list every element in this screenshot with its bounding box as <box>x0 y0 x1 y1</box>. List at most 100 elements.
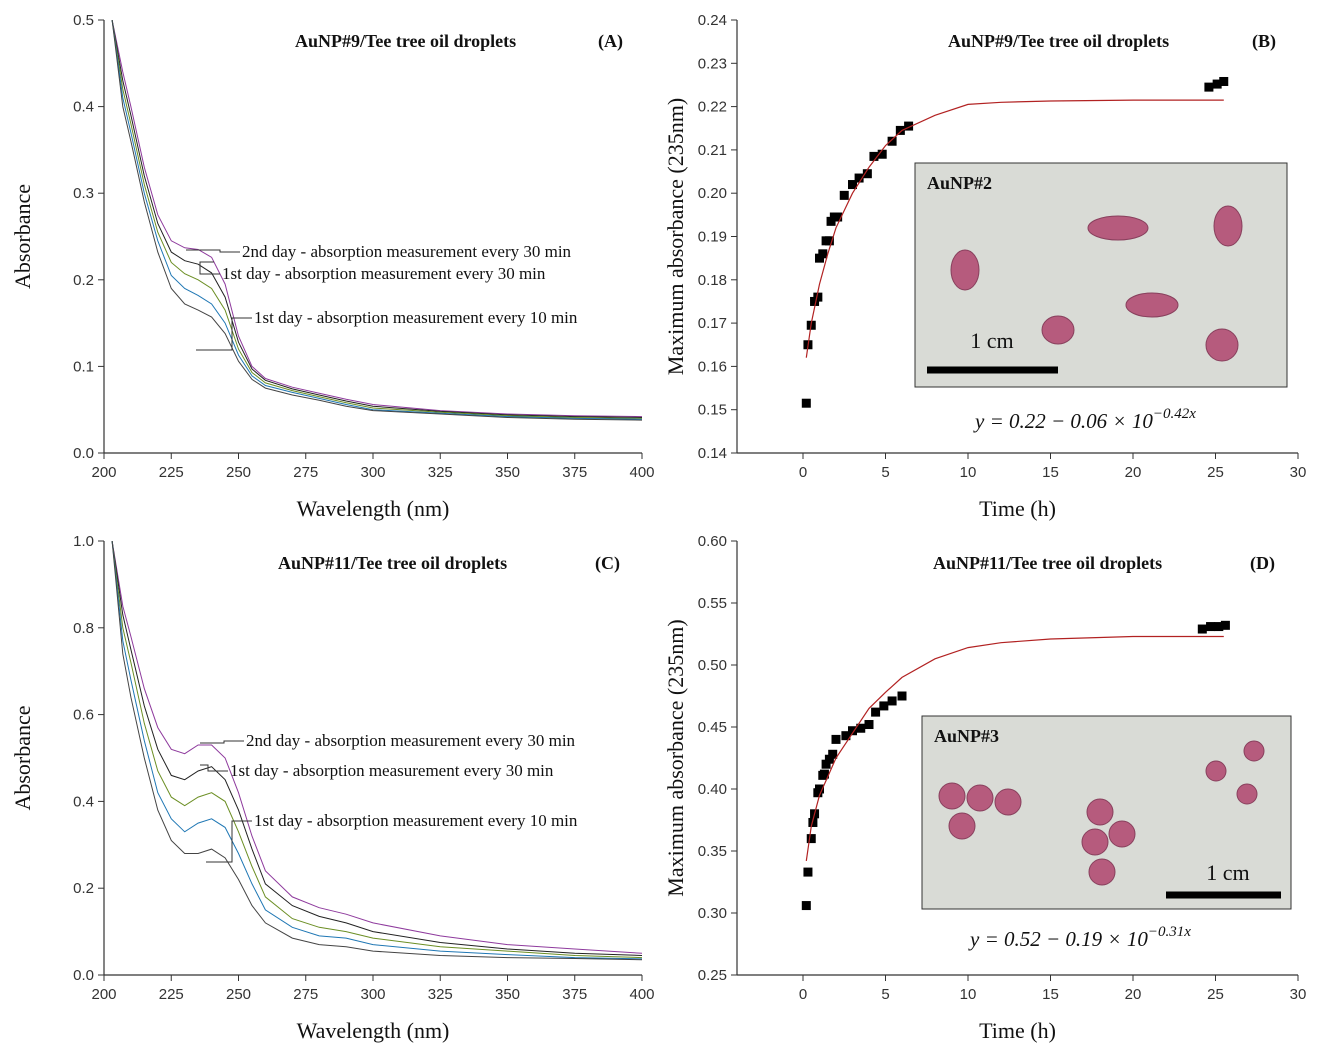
x-tick-label: 15 <box>1042 464 1059 481</box>
x-tick-label: 30 <box>1290 986 1307 1003</box>
y-tick-label: 0.23 <box>698 55 727 72</box>
y-tick-label: 0.17 <box>698 315 727 332</box>
x-tick-label: 300 <box>360 464 385 481</box>
panel-label: (D) <box>1250 553 1275 574</box>
spectrum-line <box>111 541 642 961</box>
plot-area <box>801 620 1230 911</box>
y-tick-label: 0.24 <box>698 12 727 29</box>
spectrum-line <box>111 541 642 959</box>
y-tick-label: 0.15 <box>698 402 727 419</box>
y-tick-label: 1.0 <box>73 533 94 550</box>
x-tick-label: 5 <box>881 464 889 481</box>
fit-line <box>805 635 1224 861</box>
equation: y = 0.52 − 0.19 × 10−0.31x <box>968 924 1191 951</box>
x-tick-label: 300 <box>360 986 385 1003</box>
data-point <box>801 398 811 408</box>
y-tick-label: 0.60 <box>698 533 727 550</box>
y-tick-label: 0.8 <box>73 620 94 637</box>
droplet <box>994 788 1022 816</box>
y-tick-label: 0.25 <box>698 967 727 984</box>
data-point <box>877 149 887 159</box>
x-tick-label: 225 <box>159 986 184 1003</box>
y-tick-label: 0.4 <box>73 793 94 810</box>
y-tick-label: 0.16 <box>698 358 727 375</box>
y-tick-label: 0.45 <box>698 719 727 736</box>
panel: 200 225 250 275 300 325 350 375 400 0.0 0.1 0.2 0.3 0… <box>10 12 655 521</box>
y-tick-label: 0.0 <box>73 445 94 462</box>
y-tick-label: 0.3 <box>73 185 94 202</box>
data-point <box>895 125 905 135</box>
x-axis-label: Time (h) <box>979 1018 1056 1043</box>
data-point <box>1197 624 1207 634</box>
x-tick-label: 0 <box>799 986 807 1003</box>
fit-line <box>805 99 1224 358</box>
y-tick-label: 0.2 <box>73 880 94 897</box>
spectrum-line <box>111 541 642 956</box>
y-tick-label: 0.19 <box>698 229 727 246</box>
y-tick-label: 0.0 <box>73 967 94 984</box>
x-tick-label: 15 <box>1042 986 1059 1003</box>
data-point <box>818 249 828 259</box>
data-point <box>871 707 881 717</box>
x-tick-label: 400 <box>629 464 654 481</box>
data-point <box>839 190 849 200</box>
data-point <box>815 784 824 794</box>
data-point <box>824 236 834 246</box>
y-tick-label: 0.50 <box>698 657 727 674</box>
data-point <box>821 759 831 769</box>
data-point <box>856 723 866 733</box>
annotation: 1st day - absorption measurement every 3… <box>230 761 554 780</box>
plot-area <box>801 76 1229 408</box>
spectrum-line <box>111 20 642 418</box>
chart-title: AuNP#9/Tee tree oil droplets <box>295 31 516 51</box>
droplet <box>948 812 976 840</box>
x-tick-label: 30 <box>1290 464 1307 481</box>
annotation: 2nd day - absorption measurement every 3… <box>246 731 576 750</box>
x-tick-label: 25 <box>1207 986 1224 1003</box>
droplet <box>1088 858 1116 886</box>
y-tick-label: 0.2 <box>73 272 94 289</box>
plot-area <box>111 20 642 421</box>
y-tick-label: 0.55 <box>698 595 727 612</box>
y-tick-label: 0.6 <box>73 707 94 724</box>
panel-label: (C) <box>595 553 620 574</box>
plot-area <box>111 541 642 961</box>
droplet <box>1041 315 1075 345</box>
droplet <box>1236 783 1258 805</box>
data-point <box>848 726 857 736</box>
x-tick-label: 250 <box>226 464 251 481</box>
droplet <box>1243 740 1265 762</box>
annotation: 2nd day - absorption measurement every 3… <box>242 242 572 261</box>
y-axis-label: Maximum absorbance (235nm) <box>663 619 688 896</box>
data-point <box>887 696 897 706</box>
data-point <box>1212 79 1222 89</box>
data-point <box>1214 622 1224 632</box>
panel-label: (A) <box>598 31 623 52</box>
y-axis-label: Absorbance <box>10 705 35 810</box>
x-tick-label: 375 <box>562 986 587 1003</box>
x-tick-label: 325 <box>428 464 453 481</box>
annotation-bracket <box>200 740 244 744</box>
y-tick-label: 0.14 <box>698 445 727 462</box>
equation-main: y = 0.52 − 0.19 × 10 <box>968 927 1148 951</box>
y-tick-label: 0.4 <box>73 99 94 116</box>
panel-label: (B) <box>1252 31 1276 52</box>
spectrum-line <box>111 20 642 419</box>
y-axis-label: Absorbance <box>10 184 35 289</box>
droplet <box>1086 798 1114 826</box>
y-axis-label: Maximum absorbance (235nm) <box>663 98 688 375</box>
x-tick-label: 350 <box>495 464 520 481</box>
chart-title: AuNP#9/Tee tree oil droplets <box>948 31 1169 51</box>
x-axis-label: Wavelength (nm) <box>297 496 450 521</box>
data-point <box>831 734 841 744</box>
x-tick-label: 5 <box>881 986 889 1003</box>
annotation-bracket <box>196 317 252 351</box>
y-tick-label: 0.30 <box>698 905 727 922</box>
data-point <box>887 136 897 146</box>
spectrum-line <box>111 20 642 418</box>
data-point <box>862 169 872 179</box>
data-point <box>897 691 907 701</box>
data-point <box>819 769 829 779</box>
panel: 200 225 250 275 300 325 350 375 400 0.0 0.2 0.4 0.6 0… <box>10 533 655 1043</box>
